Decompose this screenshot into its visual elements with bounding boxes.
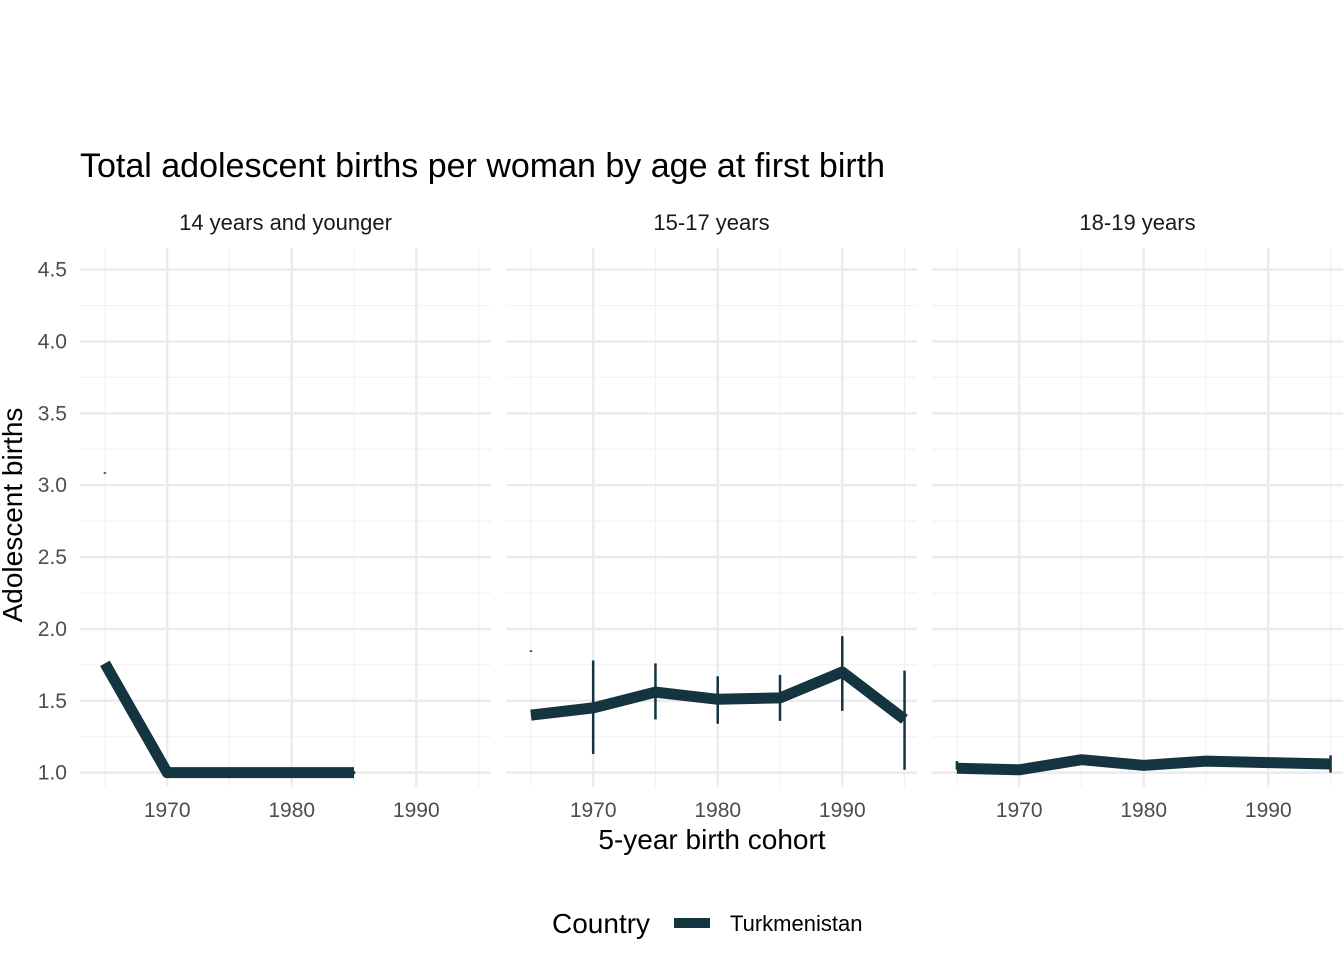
y-tick-label: 1.5 [38, 690, 67, 713]
series-line-turkmenistan [956, 754, 1331, 776]
y-tick-label: 2.0 [38, 618, 67, 641]
x-tick-label: 1970 [570, 799, 617, 822]
y-tick-label: 1.0 [38, 762, 67, 785]
facet-strip-label: 14 years and younger [179, 210, 392, 235]
x-tick-label: 1990 [393, 799, 440, 822]
y-axis-ticks: 1.0 1.5 2.0 2.5 3.0 3.5 4.0 4.5 [38, 259, 67, 785]
x-tick-label: 1990 [819, 799, 866, 822]
chart-title: Total adolescent births per woman by age… [80, 147, 885, 185]
y-tick-label: 4.5 [38, 259, 67, 282]
facet-panel: 1970 1980 1990 14 years and younger [80, 210, 491, 822]
y-tick-label: 3.0 [38, 474, 67, 497]
y-axis-title: Adolescent births [0, 408, 28, 623]
x-tick-label: 1990 [1245, 799, 1292, 822]
legend-label-turkmenistan: Turkmenistan [730, 911, 862, 936]
facet-strip-label: 18-19 years [1079, 210, 1195, 235]
x-tick-label: 1970 [996, 799, 1043, 822]
facet-panels: 1970 1980 1990 14 years and younger 1970 1980… [80, 210, 1343, 822]
y-tick-label: 2.5 [38, 546, 67, 569]
legend: Country Turkmenistan [552, 908, 862, 939]
series-line-turkmenistan [530, 666, 908, 724]
legend-title: Country [552, 908, 650, 939]
facet-panel: 1970 1980 1990 15-17 years [506, 210, 917, 822]
x-tick-label: 1970 [144, 799, 191, 822]
facet-panel: 1970 1980 1990 18-19 years [932, 210, 1343, 822]
legend-key-turkmenistan [674, 918, 710, 928]
x-tick-label: 1980 [694, 799, 741, 822]
y-tick-label: 3.5 [38, 402, 67, 425]
y-tick-label: 4.0 [38, 330, 67, 353]
x-axis-title: 5-year birth cohort [598, 824, 825, 855]
x-tick-label: 1980 [268, 799, 315, 822]
x-tick-label: 1980 [1120, 799, 1167, 822]
series-line-turkmenistan [100, 660, 354, 779]
facet-strip-label: 15-17 years [653, 210, 769, 235]
